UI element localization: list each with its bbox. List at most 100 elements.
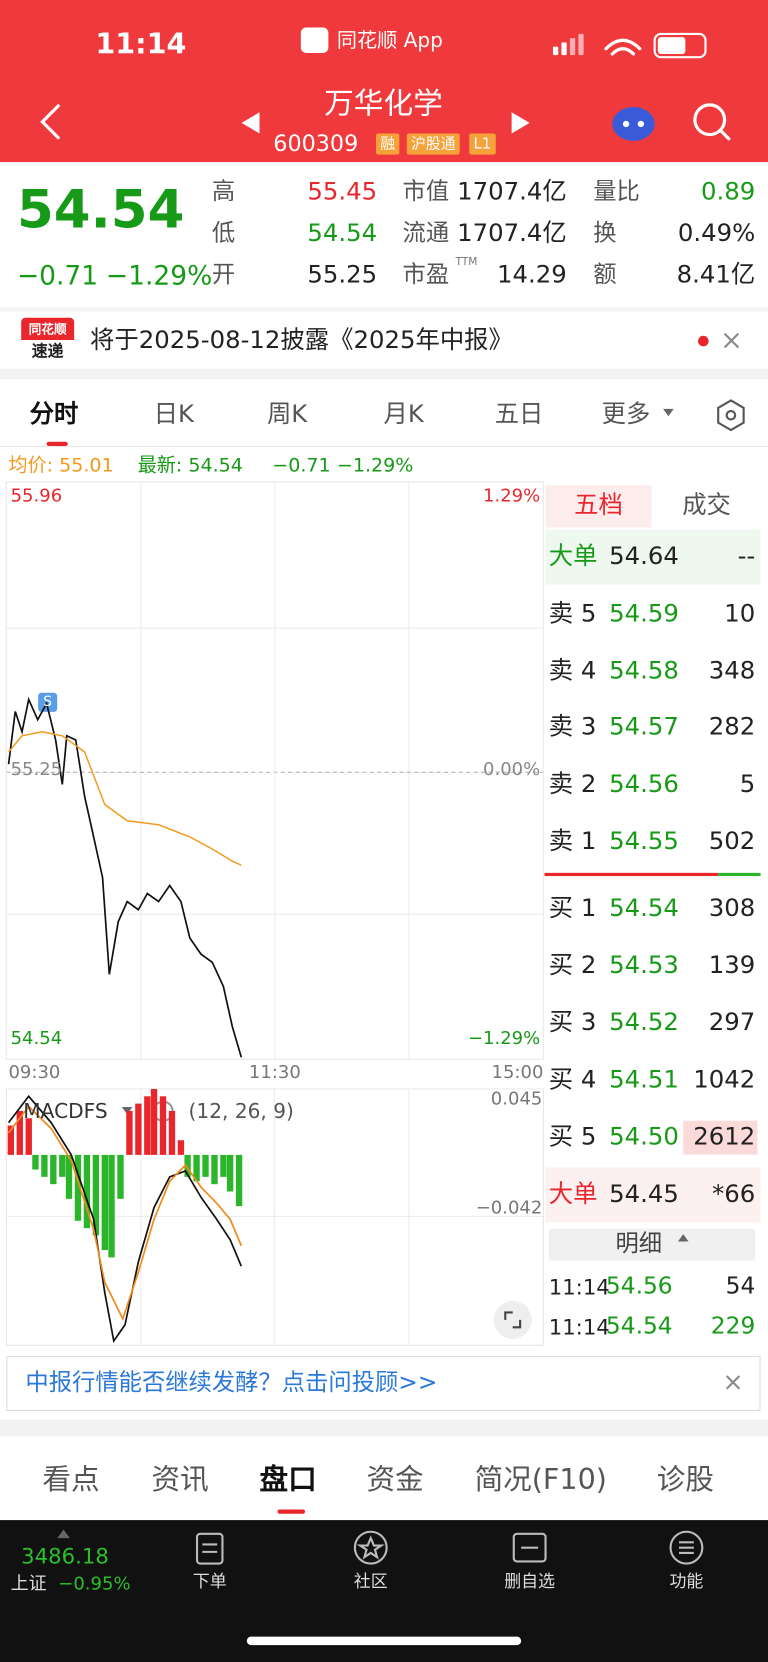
notice-text[interactable]: 将于2025-08-12披露《2025年中报》 [90, 326, 513, 355]
chart-tab[interactable]: 周K [266, 400, 308, 429]
book-volume: 297 [708, 1008, 756, 1037]
stat-sup: TTM [455, 256, 478, 269]
macd-bar [144, 1096, 151, 1155]
settings-icon[interactable] [717, 399, 745, 432]
stock-name: 万华化学 [324, 85, 443, 121]
section-tab[interactable]: 简况(F10) [474, 1463, 607, 1497]
divider [0, 445, 768, 448]
macd-bar [50, 1154, 57, 1185]
book-volume: 5 [739, 770, 756, 799]
stat-label: 流通 [402, 220, 450, 247]
stat-label: 换 [593, 220, 617, 247]
trade-marker: S [43, 694, 53, 711]
stat-value: 54.54 [307, 219, 378, 248]
macd-bar [202, 1154, 209, 1177]
back-icon[interactable] [40, 104, 60, 140]
divider [0, 368, 768, 380]
macd-params: (12, 26, 9) [188, 1100, 294, 1124]
search-icon[interactable] [693, 103, 727, 137]
y2-tick-label: 1.29% [483, 485, 541, 507]
section-tab[interactable]: 盘口 [259, 1463, 317, 1497]
book-divider-green [718, 872, 761, 877]
y-tick-label: 55.25 [10, 758, 63, 781]
macd-bar [65, 1154, 73, 1199]
macd-bar [117, 1154, 124, 1199]
chart-tab[interactable]: 五日 [494, 400, 544, 429]
toolbar-button[interactable]: 删自选 [504, 1570, 556, 1592]
price-change-pct: −1.29% [105, 260, 213, 291]
detail-title[interactable]: 明细 [615, 1230, 663, 1258]
macd-bar [220, 1154, 227, 1177]
toolbar-button[interactable]: 功能 [669, 1570, 704, 1592]
book-label: 大单 [548, 542, 598, 571]
macd-title[interactable]: MACDFS [23, 1100, 108, 1124]
book-volume: 10 [724, 600, 756, 628]
book-label: 卖 2 [548, 770, 597, 799]
detail-price: 54.54 [605, 1313, 673, 1341]
stock-tag: L1 [469, 133, 496, 155]
stat-value: 8.41亿 [676, 261, 756, 289]
book-price: 54.52 [609, 1008, 679, 1037]
toolbar-button[interactable]: 社区 [353, 1570, 388, 1592]
book-label: 买 4 [548, 1066, 597, 1094]
robot-eye [637, 120, 645, 128]
banner-box[interactable] [6, 1355, 761, 1411]
expand-icon[interactable] [493, 1300, 532, 1339]
book-label: 卖 5 [548, 600, 597, 628]
chart-tab[interactable]: 分时 [29, 400, 79, 429]
book-label: 买 1 [548, 894, 597, 923]
index-change: −0.95% [58, 1573, 131, 1595]
stat-label: 量比 [593, 179, 640, 206]
book-volume: 502 [708, 827, 756, 856]
macd-bar [135, 1103, 142, 1155]
close-icon[interactable] [723, 332, 741, 1390]
section-tab[interactable]: 资讯 [151, 1463, 209, 1497]
stat-value: 55.45 [307, 178, 378, 207]
book-price: 54.58 [609, 657, 679, 685]
banner-text[interactable]: 中报行情能否继续发酵？点击问投顾>> [25, 1369, 438, 1397]
section-tab[interactable]: 资金 [366, 1463, 424, 1497]
avg-price: 均价: 55.01 [8, 454, 114, 477]
expand-icon [504, 1311, 522, 1329]
macd-bar [101, 1154, 108, 1251]
book-volume: *66 [712, 1180, 756, 1209]
stock-tag: 融 [376, 133, 400, 155]
battery-icon [653, 32, 707, 59]
stat-value: 55.25 [307, 261, 378, 289]
stat-label: 开 [211, 261, 236, 289]
book-tab[interactable]: 成交 [682, 492, 731, 520]
chart-tab[interactable]: 日K [153, 400, 194, 429]
book-price: 54.45 [609, 1180, 679, 1209]
price-line [8, 731, 242, 866]
macd-bar [177, 1140, 185, 1155]
book-price: 54.56 [609, 770, 679, 799]
stat-label: 低 [211, 220, 236, 247]
robot-icon[interactable] [612, 106, 655, 141]
battery-level [657, 37, 686, 55]
book-price: 54.54 [609, 894, 679, 923]
section-tab[interactable]: 看点 [42, 1463, 100, 1497]
macd-bar [16, 1110, 23, 1155]
chart-tab[interactable]: 月K [383, 400, 424, 429]
book-label: 买 3 [548, 1008, 597, 1037]
y-tick-label: 0.045 [490, 1088, 543, 1110]
detail-volume: 54 [725, 1273, 756, 1300]
macd-bar [92, 1154, 100, 1236]
macd-bar [235, 1154, 243, 1207]
x-tick-label: 15:00 [491, 1061, 544, 1084]
last-price: 54.54 [16, 179, 185, 241]
stat-label: 市盈 [402, 261, 450, 289]
section-tab[interactable]: 诊股 [656, 1463, 714, 1497]
book-price: 54.59 [609, 600, 679, 628]
detail-header-bg [548, 1228, 756, 1261]
volume-highlight [683, 1120, 758, 1155]
toolbar-button[interactable]: 下单 [192, 1570, 227, 1592]
stock-code: 600309 [273, 130, 359, 157]
notice-dot [698, 335, 709, 347]
book-tab[interactable]: 五档 [574, 492, 623, 520]
book-label: 卖 4 [548, 657, 597, 685]
chart-tab[interactable]: 更多 [601, 400, 651, 429]
status-time: 11:14 [95, 28, 187, 61]
